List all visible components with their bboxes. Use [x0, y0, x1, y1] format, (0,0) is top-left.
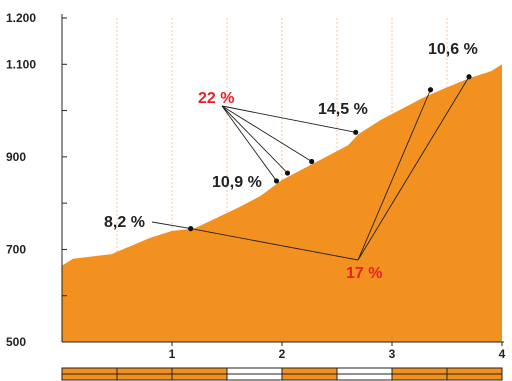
y-tick-label: 1.100: [6, 57, 36, 71]
annotation-leader-lines: [151, 76, 470, 261]
slope-segment-bar: [61, 367, 503, 381]
leader-line-17: [357, 89, 431, 261]
y-tick-label: 700: [6, 242, 26, 256]
annotation-label-8-2: 8,2 %: [104, 214, 145, 231]
axes: [61, 14, 504, 343]
y-tick-label: 1.200: [6, 11, 36, 25]
leader-line-22: [221, 105, 312, 162]
annotation-label-22: 22 %: [198, 90, 234, 107]
marker-dot: [309, 158, 315, 165]
y-tick-label: 900: [6, 150, 26, 164]
annotation-label-10-9: 10,9 %: [212, 174, 262, 191]
marker-dot: [188, 226, 194, 232]
climb-markers: [188, 74, 472, 232]
marker-dot: [466, 74, 472, 80]
marker-dot: [273, 178, 280, 184]
leader-line-22: [221, 105, 356, 133]
leader-line-8-2: [151, 221, 191, 230]
elevation-area: [62, 64, 502, 343]
y-tick-label: 500: [6, 335, 26, 349]
leader-line-22: [221, 105, 288, 174]
y-axis-ticks: 1.200 1.100 900 700 500: [6, 11, 67, 349]
marker-dot: [353, 129, 359, 135]
x-axis-ticks: 1 2 3 4: [169, 342, 506, 361]
marker-dot: [427, 87, 434, 93]
x-tick-label: 3: [389, 347, 396, 361]
elevation-area-layer: [62, 64, 502, 343]
leader-line-8-2-to-17: [190, 228, 359, 261]
leader-line-17: [357, 76, 470, 261]
annotation-label-14-5: 14,5 %: [318, 101, 368, 118]
annotation-label-10-6: 10,6 %: [428, 41, 478, 58]
x-tick-label: 2: [279, 347, 286, 361]
x-tick-label: 1: [169, 347, 176, 361]
leader-line-22: [221, 105, 277, 182]
x-tick-label: 4: [499, 347, 506, 361]
annotation-label-17: 17 %: [346, 265, 382, 282]
marker-dot: [284, 170, 291, 176]
